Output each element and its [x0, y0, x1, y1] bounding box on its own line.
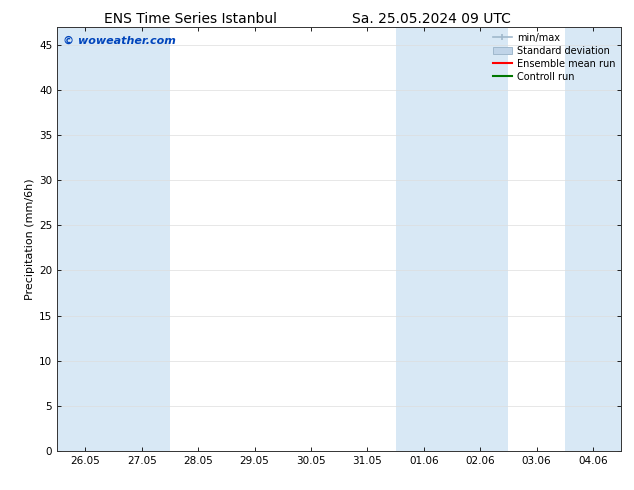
Text: Sa. 25.05.2024 09 UTC: Sa. 25.05.2024 09 UTC — [352, 12, 510, 26]
Bar — [396, 27, 452, 451]
Text: © woweather.com: © woweather.com — [63, 35, 176, 46]
Bar — [57, 27, 113, 451]
Text: ENS Time Series Istanbul: ENS Time Series Istanbul — [104, 12, 276, 26]
Bar — [113, 27, 170, 451]
Legend: min/max, Standard deviation, Ensemble mean run, Controll run: min/max, Standard deviation, Ensemble me… — [489, 30, 618, 84]
Bar — [565, 27, 621, 451]
Bar — [452, 27, 508, 451]
Y-axis label: Precipitation (mm/6h): Precipitation (mm/6h) — [25, 178, 35, 300]
